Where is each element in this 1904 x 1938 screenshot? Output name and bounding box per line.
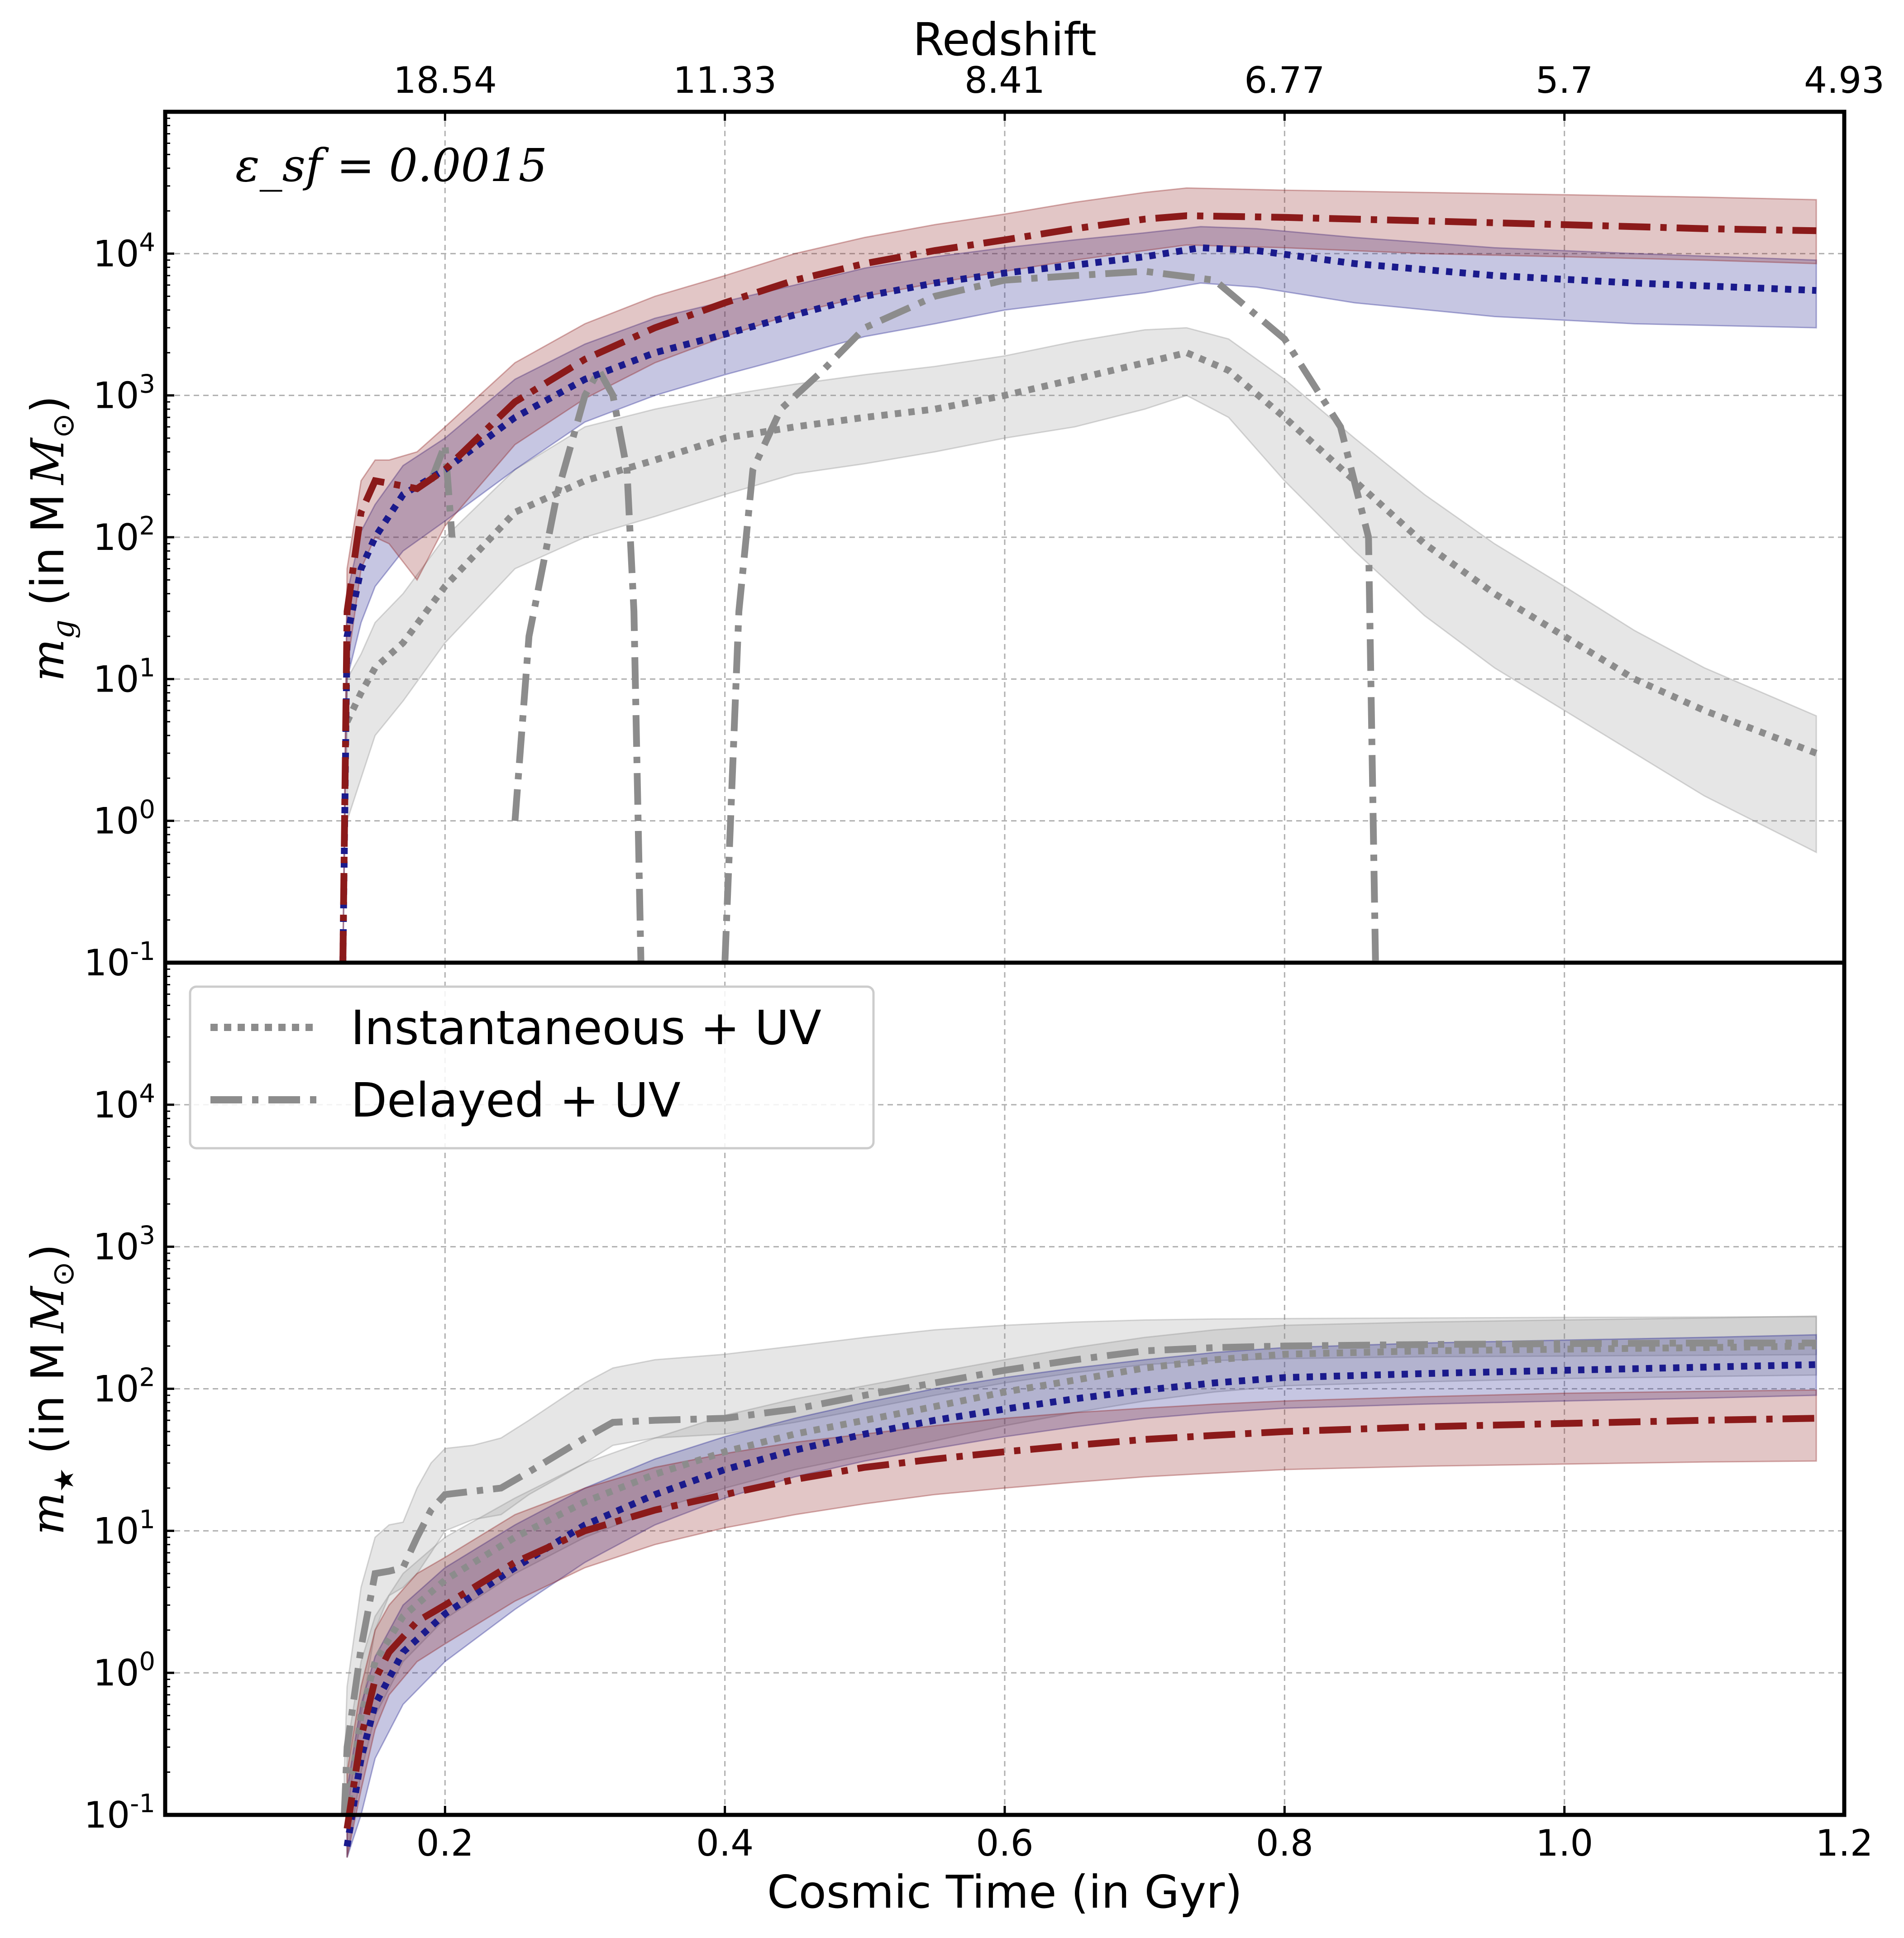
gas-unit-m: M — [21, 437, 74, 486]
y-tick-label: 10-1 — [84, 937, 155, 984]
gas-panel-y-ticks: 10-1 100 101 102 103 104 — [84, 117, 174, 984]
series-band — [342, 226, 1817, 963]
series-band — [346, 1334, 1817, 1858]
y-tick-label: 102 — [93, 511, 155, 558]
x-axis-ticks: 0.2 0.4 0.6 0.8 1.0 1.2 — [416, 1806, 1873, 1864]
stellar-unit-sub: ⊙ — [46, 1261, 81, 1286]
gas-symbol-sub: g — [46, 620, 81, 639]
gas-unit-sub: ⊙ — [46, 413, 81, 438]
y-tick-label: 104 — [93, 1079, 155, 1126]
series-line — [428, 267, 1379, 963]
stellar-panel-bands — [344, 1315, 1817, 1858]
gas-unit: (in M — [21, 494, 74, 606]
y-tick-label: 100 — [93, 795, 155, 842]
legend: Instantaneous + UV Delayed + UV — [189, 985, 875, 1150]
y-tick-label: 10-1 — [84, 1789, 155, 1836]
redshift-tick-label: 5.7 — [1536, 59, 1593, 101]
series-band — [344, 1316, 1817, 1816]
series-line — [339, 244, 1817, 963]
series-line — [344, 1342, 1817, 1816]
stellar-unit-m: M — [21, 1285, 74, 1334]
redshift-axis-title: Redshift — [913, 13, 1097, 66]
x-tick-label: 0.6 — [976, 1822, 1033, 1864]
legend-box — [189, 985, 875, 1150]
x-tick-label: 1.2 — [1815, 1822, 1873, 1864]
svg-text:m★(in MM⊙): m★ (in M M⊙) — [21, 1244, 81, 1535]
stellar-panel-lines — [341, 1339, 1817, 1847]
legend-label-instantaneous: Instantaneous + UV — [351, 1000, 821, 1055]
stellar-symbol: m — [21, 1492, 74, 1535]
series-line — [344, 1415, 1817, 1829]
series-band — [346, 1389, 1817, 1858]
series-band — [346, 1315, 1817, 1858]
redshift-tick-label: 8.41 — [964, 59, 1045, 101]
x-axis-title: Cosmic Time (in Gyr) — [767, 1866, 1242, 1919]
y-tick-label: 101 — [93, 1505, 155, 1552]
gas-mass-panel: 10-1 100 101 102 103 104 — [84, 110, 1847, 984]
gas-panel-bands — [342, 187, 1817, 963]
redshift-axis-ticks: 18.54 11.33 8.41 6.77 5.7 4.93 — [393, 59, 1885, 121]
efficiency-annotation: ε_sf = 0.0015 — [235, 139, 547, 192]
stellar-unit-close: ) — [21, 1244, 74, 1261]
y-tick-label: 104 — [93, 228, 155, 275]
stellar-y-axis-title: m★ (in M M⊙) — [21, 1244, 81, 1535]
redshift-tick-label: 11.33 — [673, 59, 777, 101]
redshift-tick-label: 6.77 — [1244, 59, 1325, 101]
stellar-mass-panel: 10-1 100 101 102 103 104 — [84, 960, 1847, 1858]
gas-unit-close: ) — [21, 396, 74, 413]
y-tick-label: 100 — [93, 1647, 155, 1694]
y-tick-label: 101 — [93, 653, 155, 700]
x-tick-label: 0.4 — [696, 1822, 754, 1864]
series-band — [342, 187, 1817, 963]
gas-y-axis-title: mg (in M M⊙) — [21, 396, 81, 682]
series-line — [344, 1361, 1817, 1847]
series-band — [346, 327, 1817, 854]
gas-symbol: m — [21, 639, 74, 682]
legend-label-delayed: Delayed + UV — [351, 1073, 681, 1128]
series-line — [344, 349, 1818, 757]
x-tick-label: 0.8 — [1256, 1822, 1313, 1864]
y-tick-label: 103 — [93, 370, 155, 417]
x-tick-label: 1.0 — [1536, 1822, 1593, 1864]
gas-panel-lines — [339, 212, 1818, 963]
redshift-tick-label: 18.54 — [393, 59, 497, 101]
stellar-symbol-sub: ★ — [48, 1468, 80, 1492]
x-tick-label: 0.2 — [416, 1822, 474, 1864]
series-line — [339, 212, 1817, 963]
stellar-panel-y-ticks: 10-1 100 101 102 103 104 — [84, 968, 174, 1836]
stellar-unit: (in M — [21, 1342, 74, 1454]
y-tick-label: 103 — [93, 1221, 155, 1268]
y-tick-label: 102 — [93, 1363, 155, 1410]
redshift-tick-label: 4.93 — [1804, 59, 1885, 101]
series-line — [341, 1339, 1817, 1815]
svg-text:mg(in MM⊙): mg (in M M⊙) — [21, 396, 81, 682]
gas-panel-grid — [165, 112, 1844, 963]
